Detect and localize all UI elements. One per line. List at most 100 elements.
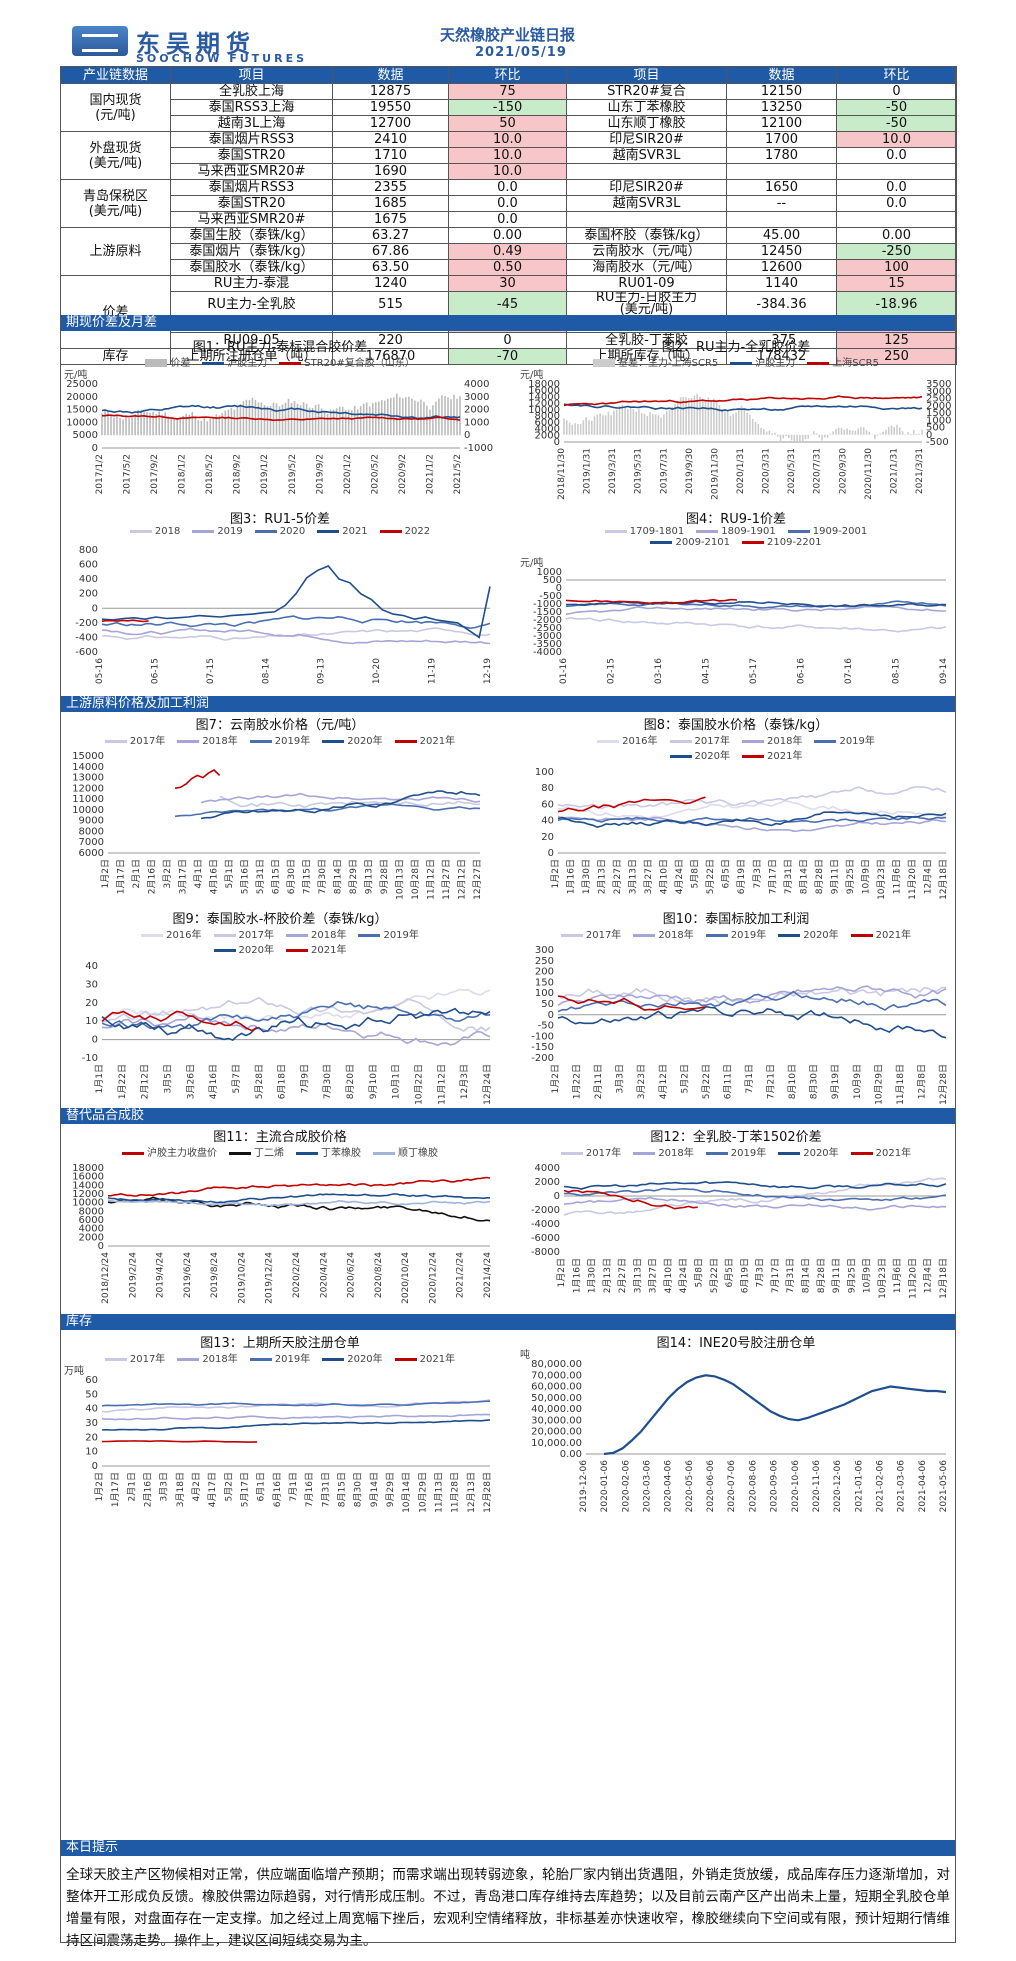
series-line [107, 1176, 491, 1197]
x-tick-label: 10月23日 [876, 859, 887, 900]
series-line [557, 1005, 947, 1039]
x-tick-label: 3月3日 [159, 1472, 170, 1501]
y-tick-label: 50 [541, 999, 554, 1010]
legend-item: 2021年 [850, 926, 911, 941]
y-tick-label: 6000 [79, 1215, 104, 1226]
chart-title: 图7：云南胶水价格（元/吨） [195, 718, 365, 733]
legend-swatch [705, 933, 728, 937]
x-tick-label: 12月8日 [916, 1064, 927, 1099]
chart-c13: 图13：上期所天胶注册仓单 2017年 2018年 2019年 2020年 2021年 万吨… [60, 1332, 500, 1513]
legend-swatch [286, 948, 308, 952]
y-tick-label: 11000 [72, 794, 104, 805]
item-cell: 越南SVR3L [566, 195, 727, 212]
y-tick-label: -150 [531, 1042, 554, 1053]
item-cell: 马来西亚SMR20# [170, 211, 333, 228]
chart-legend: 2017年 2018年 2019年 2020年 2021年 [60, 1350, 500, 1365]
y-tick-label: 300 [535, 945, 554, 956]
y-tick-label: -10 [82, 1053, 98, 1064]
legend-swatch [650, 540, 673, 544]
x-tick-label: 2021-03-06 [897, 1460, 907, 1513]
legend-label: 2017年 [585, 1148, 622, 1159]
x-tick-label: 2月11日 [593, 1064, 604, 1099]
legend-item: 2022 [379, 526, 431, 537]
legend-label: 2018年 [311, 930, 347, 941]
legend-item: 2017年 [104, 732, 165, 747]
item-cell [566, 163, 727, 180]
y-axis-unit: 元/吨 [64, 368, 87, 381]
logo-mark-icon [72, 26, 128, 56]
x-tick-label: 7月17日 [770, 1258, 781, 1293]
change-cell: 0.0 [836, 195, 957, 212]
x-tick-label: 10月28日 [410, 859, 421, 900]
logo-cn: 东吴期货 [136, 30, 256, 58]
y-tick-label: 0 [92, 443, 98, 454]
y-tick-label: 20 [85, 998, 98, 1009]
value-cell: 178432 [726, 348, 837, 365]
legend-label: 2020年 [347, 736, 383, 747]
legend-label: 沪胶主力 [755, 358, 796, 369]
table-row: RU主力-全乳胶 515 -45 RU主力-日胶主力 (美元/吨) -384.36 -18… [61, 291, 957, 317]
x-tick-label: 8月30日 [353, 1472, 364, 1507]
series-line [563, 1187, 947, 1202]
value-cell: 67.86 [332, 243, 449, 260]
y-tick-label: 500 [543, 575, 562, 586]
legend-item: 2018年 [177, 1350, 238, 1365]
y2-tick-label: 3000 [926, 386, 951, 397]
table-header-cell: 产业链数据 [60, 66, 171, 84]
x-tick-label: 3月23日 [636, 1064, 647, 1099]
series-line [101, 996, 491, 1032]
change-cell: 0.0 [836, 179, 957, 196]
legend-item: 2017年 [669, 732, 730, 747]
legend-label: 2022 [404, 526, 431, 537]
x-tick-label: 7月30日 [317, 859, 328, 894]
y-tick-label: -200 [75, 618, 98, 629]
legend-item: 2018年 [633, 926, 694, 941]
y-tick-label: 10 [85, 1447, 98, 1458]
legend-swatch [358, 933, 381, 937]
series-line [557, 811, 947, 829]
legend-item: 顺丁橡胶 [373, 1144, 438, 1159]
value-cell: -384.36 [726, 291, 837, 317]
y-tick-label: 4000 [535, 424, 560, 435]
x-tick-label: 2月16日 [143, 1472, 154, 1507]
value-cell: 1140 [726, 275, 837, 292]
y-axis-unit: 万吨 [64, 1364, 84, 1377]
x-tick-label: 2021/1/31 [889, 448, 899, 494]
x-tick-label: 10月23日 [877, 1258, 888, 1299]
x-tick-label: 2020/10/24 [401, 1252, 411, 1304]
legend-item: 2109-2201 [742, 537, 822, 548]
legend-swatch [814, 739, 837, 743]
item-cell: 泰国烟片RSS3 [170, 179, 333, 196]
legend-item: 2019年 [705, 1144, 766, 1159]
legend-label: 2019年 [839, 736, 875, 747]
x-tick-label: 5月28日 [254, 1064, 265, 1099]
x-tick-label: 2020-01-06 [600, 1460, 610, 1513]
y-tick-label: 150 [535, 977, 554, 988]
x-tick-label: 2020/9/30 [838, 448, 848, 494]
series-line [107, 1199, 491, 1207]
y-tick-label: 2000 [79, 1232, 104, 1243]
x-tick-label: 5月2日 [679, 1064, 690, 1093]
change-cell: -250 [836, 243, 957, 260]
change-cell: 15 [836, 275, 957, 292]
legend-label: 丁二烯 [254, 1148, 284, 1159]
x-tick-label: 09-13 [317, 658, 327, 684]
change-cell: 100 [836, 259, 957, 276]
chart-c10: 图10：泰国标胶加工利润 2017年 2018年 2019年 2020年 2021年 300… [516, 908, 956, 1105]
x-tick-label: 1月2日 [94, 1472, 105, 1501]
x-tick-label: 11月6日 [892, 1258, 903, 1293]
series-line [219, 795, 481, 809]
x-tick-label: 2020-03-06 [643, 1460, 653, 1513]
y-tick-label: 0 [92, 1461, 98, 1472]
value-cell: 1685 [332, 195, 449, 212]
legend-item: 2017年 [560, 926, 621, 941]
legend-label: 2019年 [383, 930, 419, 941]
y2-tick-label: 2000 [926, 401, 951, 412]
x-tick-label: 6月16日 [272, 1472, 283, 1507]
legend-item: 2019 [192, 526, 243, 537]
x-tick-label: 2月13日 [602, 1258, 613, 1293]
x-tick-label: 10月9日 [862, 1258, 873, 1293]
chart-legend: 沪胶主力收盘价 丁二烯 丁苯橡胶 顺丁橡胶 [60, 1144, 500, 1159]
legend-item: 2020年 [778, 926, 839, 941]
legend-swatch [742, 540, 764, 544]
